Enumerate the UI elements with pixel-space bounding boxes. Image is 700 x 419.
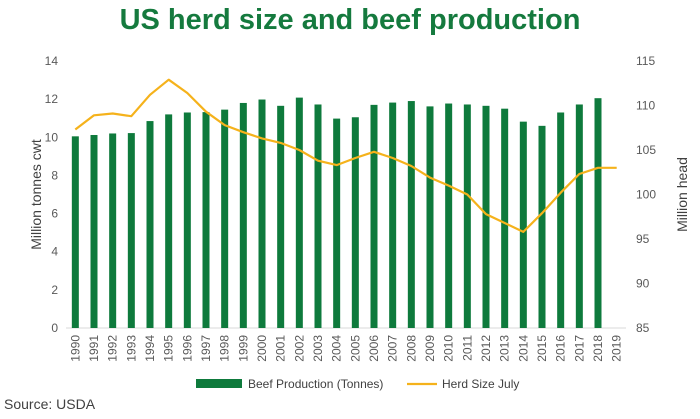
x-tick-labels: 1990 1991 1992 1993 1994 1995 1996 1997 1998 1999…: [68, 335, 623, 362]
x-tick-label: 1990: [68, 335, 82, 362]
x-tick-label: 2015: [535, 335, 549, 362]
bar: [295, 97, 303, 328]
x-tick-label: 2002: [292, 335, 306, 362]
y-tick-label: 8: [51, 168, 58, 182]
bar: [239, 102, 247, 328]
y-tick-label: 0: [51, 321, 58, 335]
legend-label-beef: Beef Production (Tonnes): [248, 377, 383, 391]
x-tick-label: 2013: [498, 335, 512, 362]
bar: [557, 112, 565, 328]
bar: [333, 118, 341, 329]
x-tick-label: 1997: [199, 335, 213, 362]
y2-tick-label: 105: [636, 143, 656, 157]
bar: [314, 104, 322, 329]
bar: [202, 112, 210, 329]
y2-axis-title: Million head: [674, 157, 690, 232]
y-tick-label: 2: [51, 283, 58, 297]
x-tick-label: 1996: [180, 335, 194, 362]
x-tick-label: 2010: [442, 335, 456, 362]
bar: [146, 121, 154, 328]
bar: [71, 136, 79, 328]
bar: [463, 104, 471, 329]
bar: [90, 134, 98, 328]
bar: [407, 101, 415, 328]
x-tick-label: 1994: [143, 335, 157, 362]
x-tick-label: 2018: [591, 335, 605, 362]
bar: [183, 112, 191, 328]
bar: [575, 104, 583, 329]
x-tick-label: 2001: [274, 335, 288, 362]
x-tick-label: 2014: [516, 335, 530, 362]
x-tick-label: 2004: [330, 335, 344, 362]
bar: [445, 103, 453, 328]
y2-tick-label: 115: [636, 54, 655, 68]
x-tick-label: 2000: [255, 335, 269, 362]
bar: [109, 133, 117, 328]
y2-tick-label: 110: [636, 99, 655, 113]
axes: 0 2 4 6 8 10 12 14 85 90 95 100 105 110 115 Million ton…: [28, 54, 690, 335]
x-tick-label: 1998: [218, 335, 232, 362]
bar: [351, 117, 359, 328]
y-tick-label: 10: [45, 130, 59, 144]
x-tick-label: 2007: [386, 335, 400, 362]
x-tick-label: 1995: [162, 335, 176, 362]
bar: [594, 98, 602, 328]
source-note: Source: USDA: [4, 396, 96, 412]
bar: [258, 99, 266, 328]
x-tick-label: 2005: [348, 335, 362, 362]
bar: [538, 125, 546, 328]
bar: [482, 105, 490, 328]
legend-swatch-beef: [196, 379, 242, 388]
line-series: [74, 78, 617, 233]
y-tick-label: 14: [45, 54, 59, 68]
bar: [277, 105, 285, 328]
herd-size-line: [74, 78, 617, 233]
legend-label-herd: Herd Size July: [442, 377, 519, 391]
x-tick-label: 1993: [124, 335, 138, 362]
x-tick-label: 2009: [423, 335, 437, 362]
x-tick-label: 2019: [610, 335, 624, 362]
y2-tick-label: 85: [636, 321, 650, 335]
bar: [370, 104, 378, 328]
x-tick-label: 2017: [572, 335, 586, 362]
y2-tick-label: 95: [636, 232, 650, 246]
bar-series: [71, 97, 602, 329]
bar: [426, 106, 434, 328]
y-tick-label: 4: [51, 245, 58, 259]
x-tick-label: 2008: [404, 335, 418, 362]
x-tick-label: 2016: [554, 335, 568, 362]
bar: [389, 102, 397, 328]
x-tick-label: 1999: [236, 335, 250, 362]
legend: Beef Production (Tonnes) Herd Size July: [196, 377, 519, 391]
y-tick-label: 12: [45, 92, 59, 106]
x-tick-label: 2011: [460, 335, 474, 361]
x-tick-label: 1992: [106, 335, 120, 362]
chart-title: US herd size and beef production: [119, 4, 581, 36]
bar: [221, 109, 229, 328]
bar: [501, 108, 509, 328]
bar: [165, 114, 173, 329]
x-tick-label: 2006: [367, 335, 381, 362]
x-tick-label: 2003: [311, 335, 325, 362]
bar: [519, 121, 527, 328]
x-tick-label: 1991: [87, 335, 101, 362]
y2-tick-label: 90: [636, 277, 650, 291]
x-tick-label: 2012: [479, 335, 493, 362]
y-axis-title: Million tonnes cwt: [28, 139, 44, 250]
y2-tick-label: 100: [636, 188, 656, 202]
y-tick-label: 6: [51, 207, 58, 221]
bar: [127, 133, 135, 328]
